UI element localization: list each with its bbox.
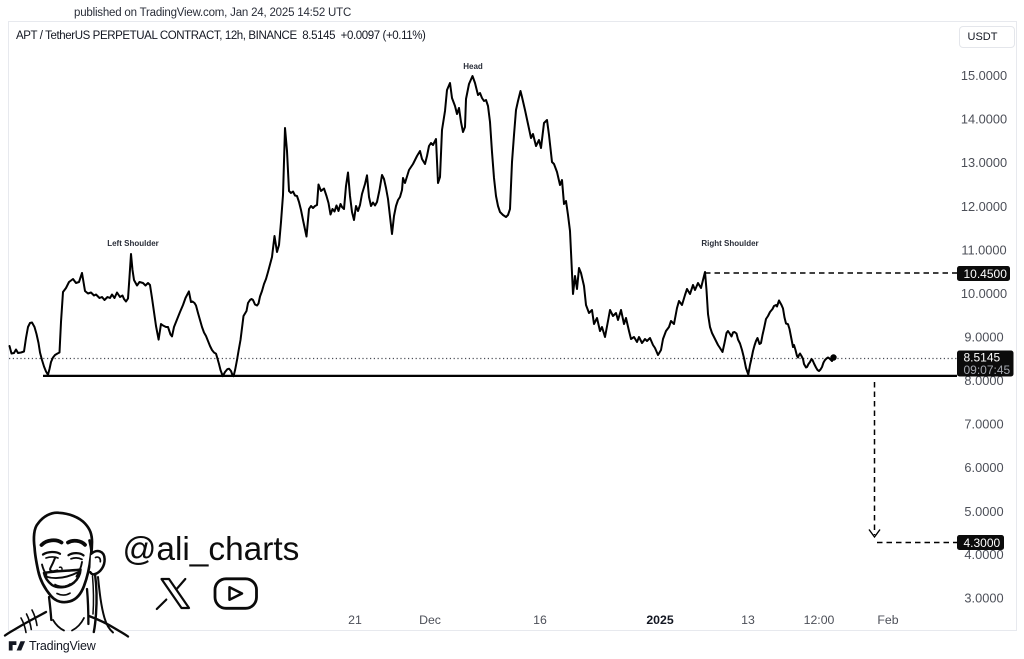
svg-text:13.0000: 13.0000 <box>961 155 1007 170</box>
svg-text:5.0000: 5.0000 <box>964 504 1003 519</box>
svg-text:6.0000: 6.0000 <box>964 460 1003 475</box>
svg-text:Head: Head <box>463 62 483 71</box>
svg-text:Right Shoulder: Right Shoulder <box>701 239 758 248</box>
svg-text:Dec: Dec <box>419 613 441 627</box>
svg-text:15.0000: 15.0000 <box>961 68 1007 83</box>
svg-text:16: 16 <box>533 613 547 627</box>
svg-text:3.0000: 3.0000 <box>964 591 1003 606</box>
svg-text:10.4500: 10.4500 <box>964 267 1008 281</box>
svg-text:8.0000: 8.0000 <box>964 373 1003 388</box>
svg-text:9.0000: 9.0000 <box>964 330 1003 345</box>
svg-text:21: 21 <box>348 613 362 627</box>
svg-text:10.0000: 10.0000 <box>961 286 1007 301</box>
svg-text:Left Shoulder: Left Shoulder <box>107 239 159 248</box>
svg-text:12.0000: 12.0000 <box>961 199 1007 214</box>
svg-text:14.0000: 14.0000 <box>961 112 1007 127</box>
svg-text:4.3000: 4.3000 <box>964 536 1001 550</box>
svg-text:4.0000: 4.0000 <box>964 547 1003 562</box>
svg-text:Feb: Feb <box>877 613 898 627</box>
svg-text:7.0000: 7.0000 <box>964 416 1003 431</box>
svg-text:8.5145: 8.5145 <box>964 351 1001 365</box>
svg-text:12:00: 12:00 <box>804 613 835 627</box>
svg-text:11.0000: 11.0000 <box>961 243 1006 258</box>
svg-text:2025: 2025 <box>646 613 674 627</box>
svg-text:13: 13 <box>741 613 755 627</box>
svg-text:09:07:45: 09:07:45 <box>964 363 1011 377</box>
